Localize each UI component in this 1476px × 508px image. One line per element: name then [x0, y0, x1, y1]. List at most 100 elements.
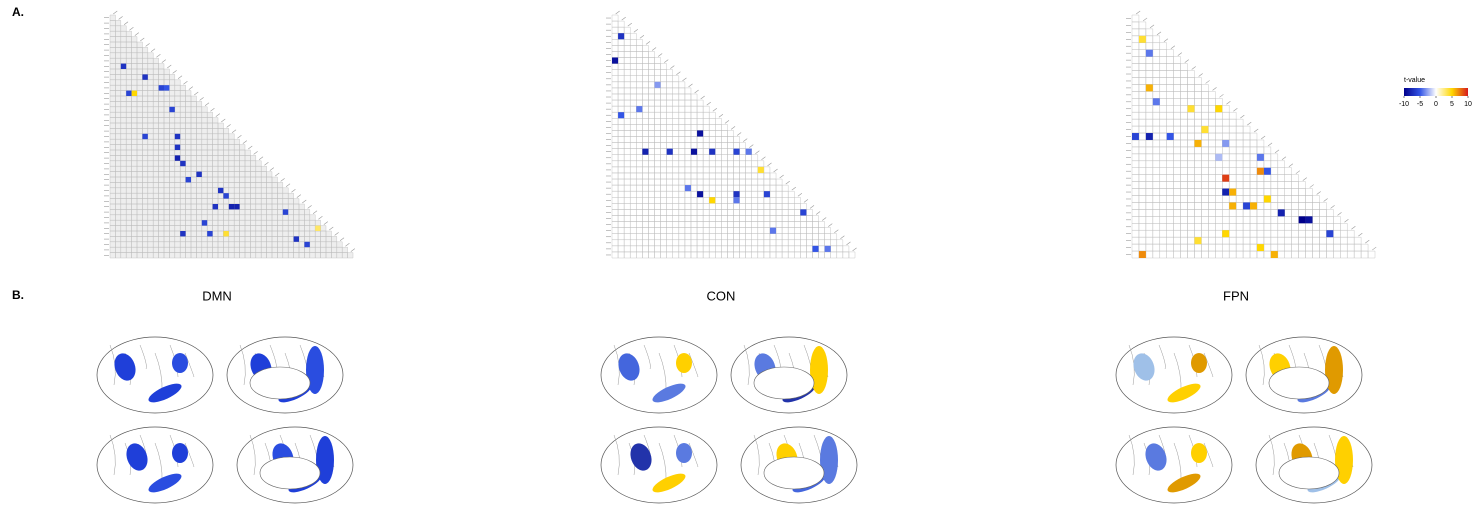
- region-label-stub: [1310, 185, 1314, 188]
- region-label-stub: [167, 65, 171, 68]
- region-label-stub: [189, 87, 193, 90]
- region-label-stub: [695, 90, 699, 93]
- region-label-stub: [1199, 73, 1203, 76]
- region-label-stub: [725, 120, 729, 123]
- matrix-cell: [229, 204, 234, 209]
- legend-tick-label: 0: [1434, 101, 1438, 108]
- matrix-cell: [734, 191, 740, 197]
- matrix-cell: [618, 112, 624, 118]
- matrix-cell: [618, 33, 624, 39]
- region-label-stub: [652, 47, 656, 50]
- region-label-stub: [1219, 94, 1223, 97]
- matrix-cell: [196, 172, 201, 177]
- region-label-stub: [129, 27, 133, 30]
- matrix-cell: [1278, 209, 1285, 216]
- matrix-cell: [1139, 36, 1146, 43]
- matrix-cell: [1188, 105, 1195, 112]
- legend-bar: [1404, 88, 1468, 96]
- matrix-cell: [132, 91, 137, 96]
- region-label-stub: [816, 211, 820, 214]
- matrix-cell: [1167, 133, 1174, 140]
- matrix-cell: [697, 130, 703, 136]
- matrix-cell: [218, 188, 223, 193]
- region-label-stub: [1261, 136, 1265, 139]
- matrix-cell: [1146, 84, 1153, 91]
- region-label-stub: [146, 43, 150, 46]
- matrix-cell: [1257, 154, 1264, 161]
- brain-medial-wall: [250, 367, 310, 399]
- region-label-stub: [1192, 67, 1196, 70]
- matrix-cell: [1257, 244, 1264, 251]
- matrix-cell: [685, 185, 691, 191]
- region-label-stub: [804, 199, 808, 202]
- matrix-cell: [1201, 126, 1208, 133]
- region-label-stub: [622, 17, 626, 20]
- region-label-stub: [135, 33, 139, 36]
- region-label-stub: [248, 146, 252, 149]
- region-label-stub: [1296, 171, 1300, 174]
- matrix-cell: [1271, 251, 1278, 258]
- matrix-cell: [1264, 196, 1271, 203]
- matrix-cell: [825, 246, 831, 252]
- region-label-stub: [658, 54, 662, 57]
- matrix-cell: [691, 149, 697, 155]
- region-label-stub: [216, 114, 220, 117]
- region-label-stub: [682, 78, 686, 81]
- matrix-cell: [223, 193, 228, 198]
- region-label-stub: [1247, 122, 1251, 125]
- matrix-cell: [315, 226, 320, 231]
- region-label-stub: [786, 181, 790, 184]
- region-label-stub: [205, 103, 209, 106]
- region-label-stub: [743, 139, 747, 142]
- matrix-cell: [1264, 168, 1271, 175]
- region-label-stub: [768, 163, 772, 166]
- region-label-stub: [1213, 87, 1217, 90]
- region-label-stub: [1331, 205, 1335, 208]
- region-label-stub: [1185, 60, 1189, 63]
- matrix-cell: [175, 155, 180, 160]
- region-label-stub: [719, 114, 723, 117]
- region-label-stub: [1275, 150, 1279, 153]
- region-label-stub: [113, 11, 117, 14]
- matrix-cell: [734, 197, 740, 203]
- region-label-stub: [737, 133, 741, 136]
- brain-region: [1191, 443, 1207, 463]
- legend-tick-label: 5: [1450, 101, 1454, 108]
- legend-tick-label: -10: [1399, 101, 1409, 108]
- region-label-stub: [1171, 46, 1175, 49]
- matrix-cell: [304, 242, 309, 247]
- region-label-stub: [227, 124, 231, 127]
- region-label-stub: [822, 218, 826, 221]
- region-label-stub: [1317, 192, 1321, 195]
- region-label-stub: [119, 16, 123, 19]
- matrix-cell: [186, 177, 191, 182]
- region-label-stub: [329, 227, 333, 230]
- matrix-cell: [709, 149, 715, 155]
- region-label-stub: [1372, 247, 1376, 250]
- matrix-cell: [1326, 230, 1333, 237]
- brain-medial-wall: [1279, 457, 1339, 489]
- region-label-stub: [302, 200, 306, 203]
- matrix-cell: [1194, 237, 1201, 244]
- region-label-stub: [210, 108, 214, 111]
- region-label-stub: [640, 35, 644, 38]
- matrix-cell: [202, 220, 207, 225]
- region-label-stub: [335, 232, 339, 235]
- matrix-cell: [213, 204, 218, 209]
- matrix-cell: [1306, 216, 1313, 223]
- region-label-stub: [1178, 53, 1182, 56]
- matrix-cell: [770, 228, 776, 234]
- matrix-cell: [697, 191, 703, 197]
- region-label-stub: [664, 60, 668, 63]
- region-label-stub: [345, 243, 349, 246]
- matrix-cell: [234, 204, 239, 209]
- region-label-stub: [340, 238, 344, 241]
- region-label-stub: [291, 189, 295, 192]
- brain-medial-wall: [754, 367, 814, 399]
- region-label-stub: [173, 70, 177, 73]
- region-label-stub: [676, 72, 680, 75]
- matrix-cell: [1139, 251, 1146, 258]
- region-label-stub: [1324, 198, 1328, 201]
- region-label-stub: [755, 151, 759, 154]
- region-label-stub: [713, 108, 717, 111]
